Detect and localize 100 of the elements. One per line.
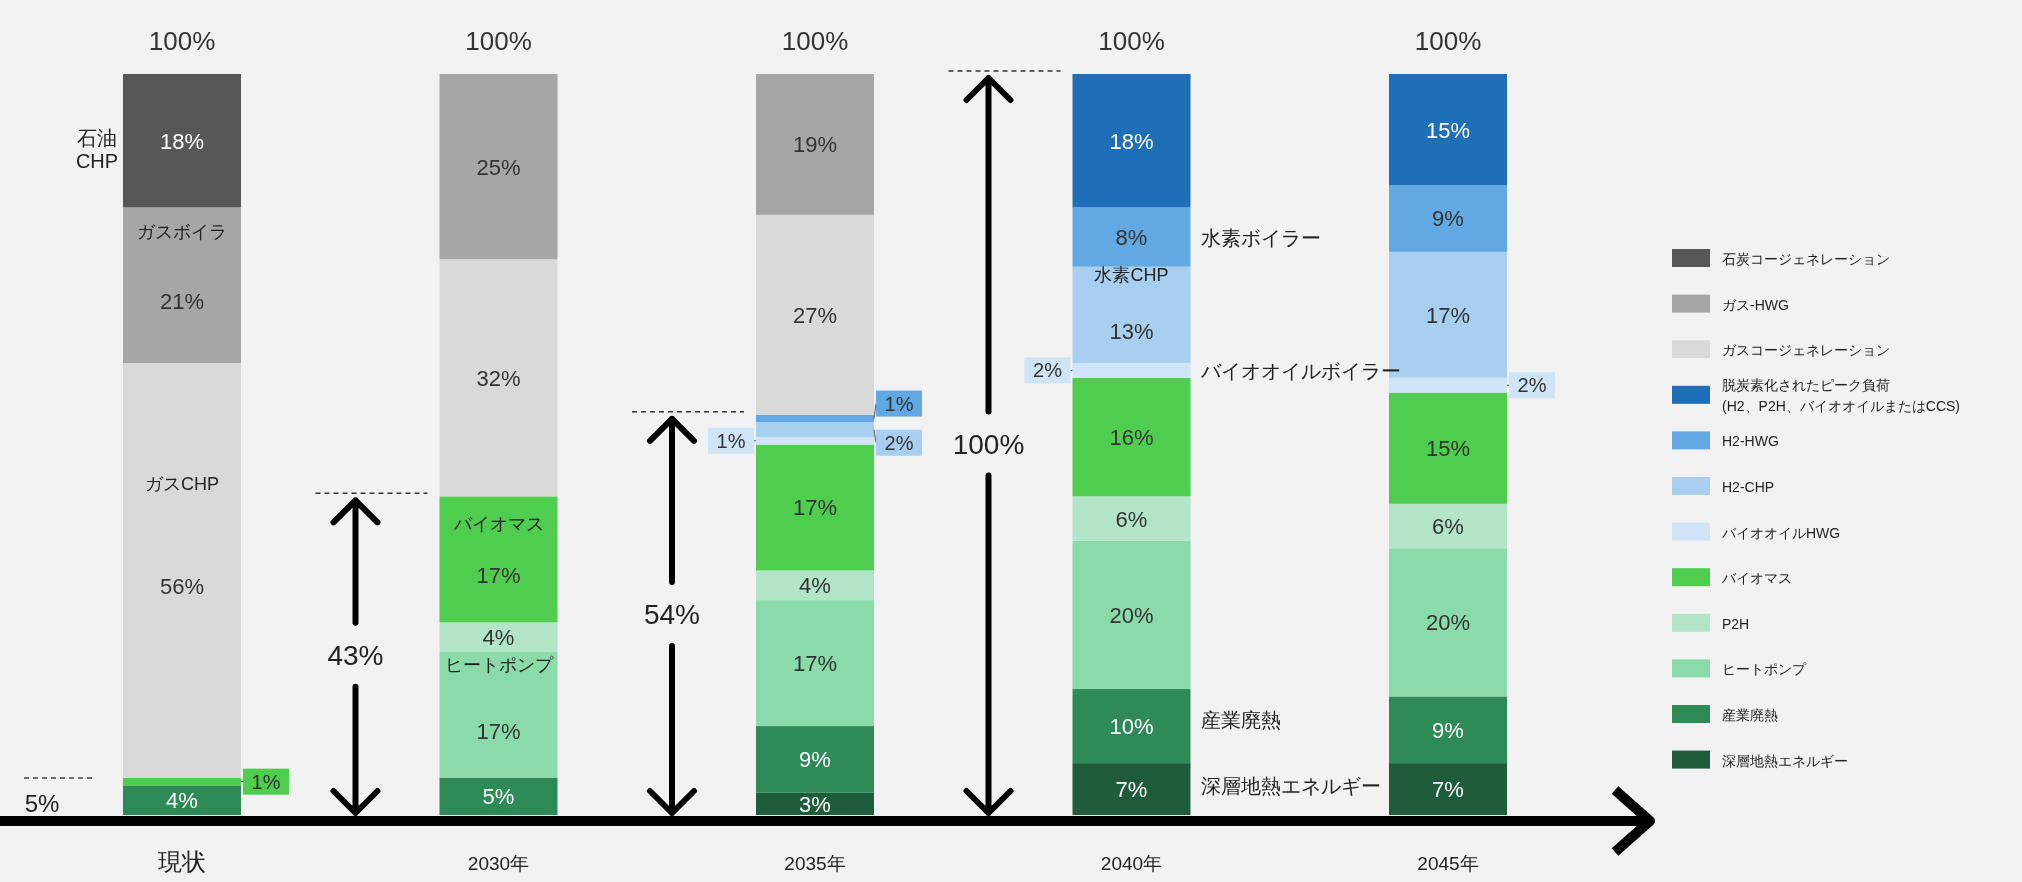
bar: [439, 651, 558, 778]
bar: [756, 726, 874, 793]
bar: [756, 437, 874, 445]
data-label: 4%: [166, 788, 198, 814]
data-label: 17%: [476, 718, 521, 744]
bar: [1389, 696, 1507, 764]
bar: [123, 207, 241, 363]
annotation: 産業廃熱: [1200, 708, 1281, 731]
data-label: 27%: [792, 302, 838, 328]
bar: [1072, 763, 1191, 815]
total-label: 100%: [1098, 26, 1165, 56]
data-label: 18%: [1109, 128, 1154, 154]
bar: [756, 444, 874, 571]
data-label: 17%: [792, 495, 838, 521]
data-label: 2%: [1517, 374, 1547, 397]
data-label: 9%: [1432, 206, 1464, 232]
annotation: 54%: [643, 598, 701, 630]
x-tick-label: 2030年: [467, 853, 530, 874]
data-label: 21%: [159, 289, 205, 315]
annotation: ガスCHP: [144, 473, 220, 494]
data-label: 1%: [884, 392, 914, 415]
data-label: 4%: [482, 625, 515, 651]
x-tick-label: 2045年: [1417, 853, 1479, 874]
data-label: 1%: [716, 429, 746, 452]
data-label: 2%: [884, 431, 914, 454]
bar: [1389, 503, 1507, 549]
total-label: 100%: [465, 26, 532, 56]
bar: [123, 362, 241, 778]
bar: [756, 600, 874, 727]
legend-label: ガス-HWG: [1722, 296, 1789, 313]
data-label: 56%: [159, 574, 205, 600]
legend-label: ガスコージェネレーション: [1722, 342, 1890, 359]
annotation: 深層地熱エネルギー: [1200, 775, 1381, 798]
bar: [756, 414, 874, 423]
data-label: 9%: [799, 747, 831, 773]
bar: [1072, 377, 1191, 497]
legend-label: 石炭コージェネレーション: [1722, 251, 1890, 267]
data-label: 7%: [1115, 777, 1148, 803]
data-label: 6%: [1115, 506, 1148, 532]
bar: [439, 259, 558, 497]
bar: [439, 74, 558, 260]
x-tick-label: 2040年: [1100, 853, 1163, 874]
bar: [1389, 74, 1507, 186]
legend-label: 深層地熱エネルギー: [1722, 752, 1848, 769]
annotation: 石油 CHP: [75, 126, 119, 172]
data-label: 15%: [1425, 436, 1471, 462]
total-label: 100%: [781, 26, 849, 56]
legend-label: バイオオイルHWG: [1721, 524, 1841, 541]
legend-label: H2-HWG: [1722, 433, 1779, 450]
data-label: 15%: [1425, 117, 1471, 143]
legend-label: P2H: [1722, 615, 1750, 632]
data-label: 3%: [799, 791, 831, 817]
legend-label: ヒートポンプ: [1722, 661, 1807, 678]
bar: [439, 777, 558, 815]
bar: [1072, 689, 1191, 764]
data-label: 17%: [1425, 302, 1471, 328]
data-label: 25%: [476, 154, 521, 180]
bar: [756, 74, 874, 215]
data-label: 1%: [251, 770, 281, 793]
data-label: 16%: [1109, 425, 1154, 451]
data-label: 20%: [1109, 602, 1154, 628]
bar: [1389, 392, 1507, 504]
x-tick-label: 2035年: [784, 853, 846, 874]
total-label: 100%: [1414, 26, 1482, 56]
data-label: 5%: [482, 784, 515, 810]
bar: [756, 214, 874, 415]
legend-label: H2-CHP: [1722, 479, 1775, 495]
annotation: 水素ボイラー: [1200, 227, 1321, 250]
bar: [1072, 266, 1191, 363]
data-label: 2%: [1033, 359, 1063, 382]
bar: [439, 496, 558, 623]
data-label: 19%: [792, 132, 838, 158]
bar: [123, 74, 241, 208]
bar: [439, 622, 558, 652]
data-label: 4%: [799, 573, 831, 599]
data-label: 6%: [1432, 514, 1464, 540]
data-label: 17%: [476, 563, 521, 589]
data-label: 17%: [792, 651, 838, 677]
annotation: バイオマス: [452, 514, 544, 535]
annotation: ヒートポンプ: [444, 655, 554, 676]
annotation: バイオオイルボイラー: [1199, 360, 1401, 383]
bar: [1072, 74, 1191, 208]
data-label: 18%: [159, 128, 205, 154]
legend-label: 産業廃熱: [1722, 707, 1778, 723]
x-tick-label: 現状: [158, 848, 206, 875]
data-label: 13%: [1109, 318, 1154, 344]
bar: [1389, 185, 1507, 252]
data-label: 10%: [1109, 714, 1154, 740]
annotation: 水素CHP: [1094, 264, 1169, 285]
bar: [123, 785, 241, 815]
annotation: 100%: [952, 428, 1025, 460]
data-label: 8%: [1115, 225, 1148, 251]
bar: [1389, 763, 1507, 815]
bar: [1072, 207, 1191, 267]
legend-label: 脱炭素化されたピーク負荷 (H2、P2H、バイオオイルまたはCCS): [1722, 377, 1961, 415]
annotation: 5%: [24, 789, 60, 817]
data-label: 32%: [476, 365, 521, 391]
total-label: 100%: [148, 26, 216, 56]
bar: [756, 570, 874, 601]
data-label: 9%: [1432, 717, 1464, 743]
